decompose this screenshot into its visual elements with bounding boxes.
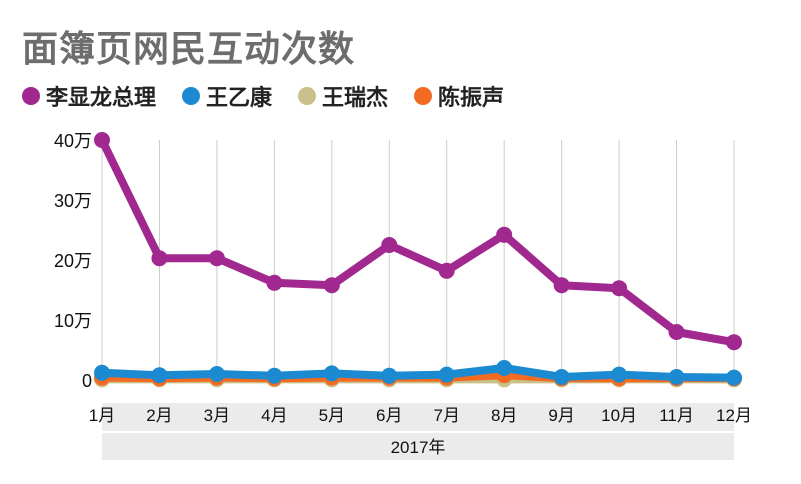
legend-label: 陈振声	[438, 86, 505, 111]
x-tick-label: 3月	[204, 406, 230, 425]
data-point	[208, 366, 225, 382]
x-tick-label: 5月	[319, 406, 345, 425]
data-point	[94, 132, 110, 148]
data-point	[381, 367, 398, 384]
data-point	[381, 237, 398, 253]
data-point	[151, 250, 168, 267]
x-tick-label: 1月	[89, 406, 115, 425]
x-tick-label: 12月	[716, 406, 752, 425]
legend-swatch	[22, 87, 40, 105]
data-point	[726, 334, 742, 351]
x-tick-label: 6月	[376, 406, 402, 425]
data-point	[611, 280, 628, 297]
legend: 李显龙总理 王乙康 王瑞杰 陈振声	[22, 80, 504, 112]
data-point	[668, 369, 685, 385]
x-tick-label: 8月	[491, 406, 517, 425]
x-tick-label: 2月	[146, 406, 172, 425]
legend-label: 王乙康	[206, 86, 273, 111]
data-point	[151, 367, 168, 384]
data-point	[323, 365, 340, 382]
legend-item: 李显龙总理	[22, 80, 156, 112]
x-axis-label: 2017年	[391, 438, 446, 457]
legend-swatch	[298, 87, 317, 105]
data-point	[726, 369, 742, 386]
legend-swatch	[414, 87, 433, 105]
data-point	[208, 250, 225, 267]
data-point	[94, 364, 110, 381]
data-point	[438, 366, 455, 383]
series-line	[98, 138, 735, 347]
data-point	[553, 277, 570, 294]
data-point	[496, 360, 513, 376]
y-tick-label: 40万	[54, 131, 92, 151]
data-point	[496, 226, 513, 243]
legend-label: 李显龙总理	[46, 86, 157, 111]
data-point	[668, 324, 685, 340]
data-point	[553, 369, 570, 385]
y-tick-label: 20万	[54, 251, 92, 271]
x-tick-label: 9月	[548, 406, 574, 425]
y-tick-label: 10万	[54, 311, 92, 331]
data-point	[323, 277, 340, 294]
data-point	[266, 274, 283, 291]
legend-swatch	[182, 87, 201, 105]
legend-label: 王瑞杰	[322, 86, 389, 111]
y-tick-label: 30万	[54, 191, 92, 211]
y-tick-label: 0	[82, 371, 92, 391]
data-point	[266, 367, 283, 384]
data-point	[611, 366, 628, 383]
x-tick-label: 10月	[601, 406, 637, 425]
x-tick-label: 7月	[433, 406, 459, 425]
legend-item: 王瑞杰	[298, 80, 388, 112]
chart-title: 面簿页网民互动次数	[22, 29, 356, 70]
data-point	[438, 262, 455, 279]
legend-item: 陈振声	[414, 80, 504, 112]
x-tick-label: 4月	[261, 406, 287, 425]
series-line	[101, 364, 735, 382]
x-tick-label: 11月	[659, 406, 694, 425]
legend-item: 王乙康	[182, 80, 272, 112]
